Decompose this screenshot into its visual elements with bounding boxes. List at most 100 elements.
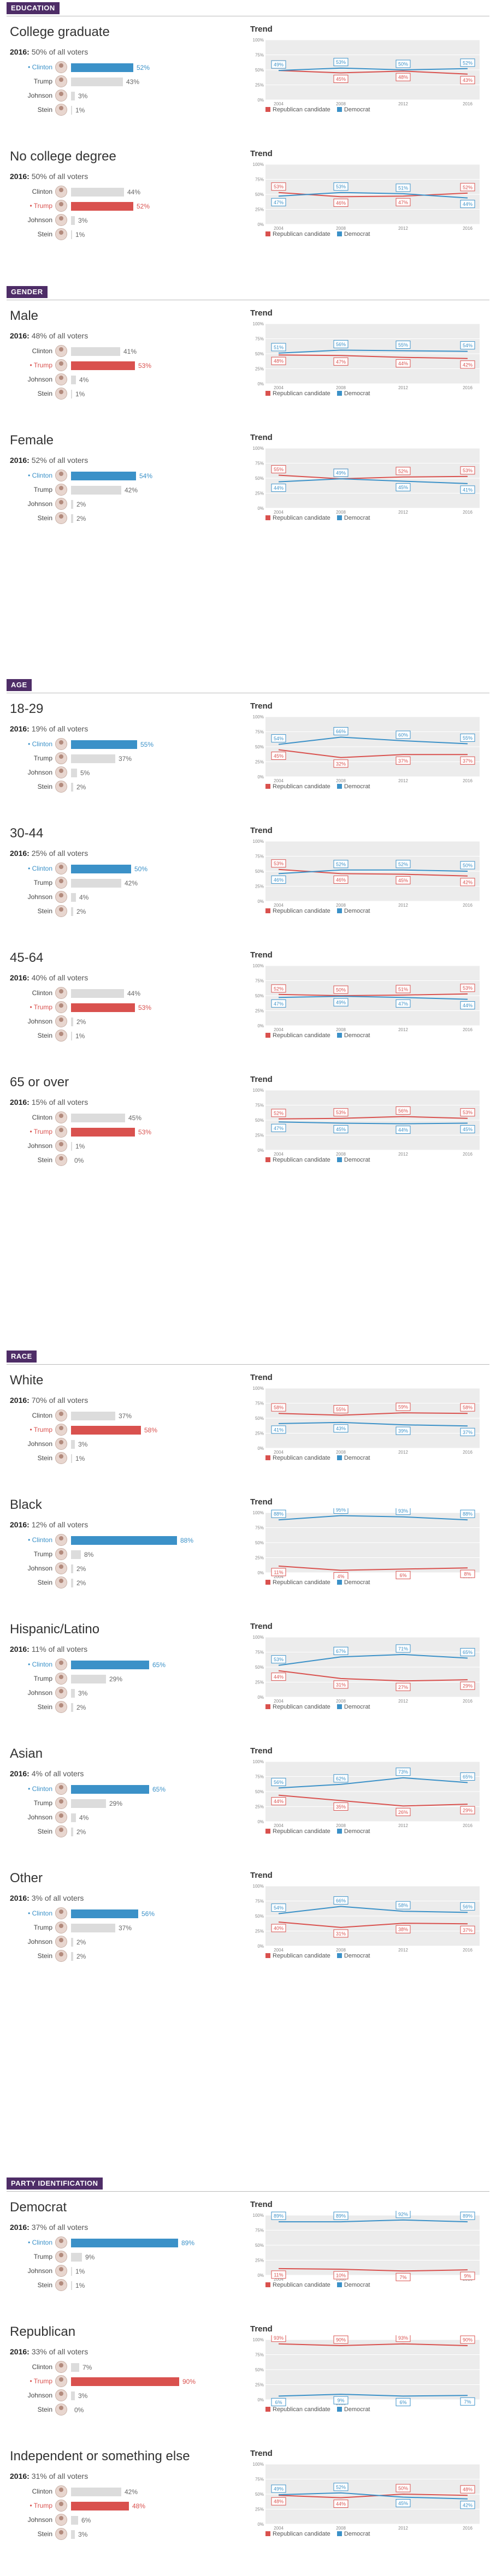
republican-data-label: 43% <box>463 78 473 83</box>
democrat-swatch <box>336 107 342 112</box>
democrat-data-label-box <box>271 343 286 352</box>
section-tag: AGE <box>7 679 32 691</box>
candidate-name: Clinton <box>32 1114 52 1121</box>
y-tick-label: 100% <box>253 38 264 43</box>
democrat-data-label-box <box>271 1509 286 1518</box>
republican-swatch <box>265 784 270 789</box>
democrat-series-line <box>278 1777 468 1789</box>
candidate-row: • Clinton 54% <box>10 469 174 483</box>
x-tick-label: 2008 <box>336 903 346 908</box>
candidate-name: Johnson <box>27 893 52 901</box>
democrat-data-label: 42% <box>463 2502 473 2508</box>
candidate-avatar <box>55 1936 67 1948</box>
candidate-name: Stein <box>37 390 52 397</box>
republican-swatch <box>265 1580 270 1585</box>
democrat-swatch <box>336 1033 342 1038</box>
candidate-avatar <box>55 498 67 510</box>
republican-data-label: 38% <box>398 1927 408 1932</box>
candidate-name: Stein <box>37 1952 52 1960</box>
y-tick-label: 100% <box>253 1386 264 1391</box>
share-text: 33% of all voters <box>29 2347 88 2356</box>
y-tick-label: 50% <box>255 2492 264 2497</box>
x-tick-label: 2016 <box>463 1450 473 1455</box>
candidate-avatar <box>55 1140 67 1152</box>
y-tick-label: 100% <box>253 1759 264 1764</box>
candidate-row: • Clinton 56% <box>10 1907 174 1921</box>
candidate-name: Stein <box>37 2281 52 2289</box>
democrat-data-label: 49% <box>336 1000 346 1006</box>
republican-data-label: 58% <box>274 1405 284 1411</box>
candidate-row: Clinton 37% <box>10 1409 174 1423</box>
democrat-data-label: 66% <box>336 1898 346 1903</box>
candidate-row: Trump 37% <box>10 1921 174 1935</box>
result-bar <box>71 2363 79 2372</box>
candidate-avatar <box>55 1658 67 1670</box>
year-label: 2016: <box>10 1520 29 1529</box>
trend-panel: Trend 100% 75% 50% 25% 0% 2004 2008 2012 2016 48% 4… <box>250 2449 485 2558</box>
republican-data-label-box <box>395 198 411 206</box>
demographic-group: White 2016: 70% of all voters Clinton 37% • … <box>0 1373 496 1498</box>
result-bar <box>71 2281 72 2290</box>
legend-republican-label: Republican candidate <box>273 1579 330 1586</box>
y-tick-label: 100% <box>253 1088 264 1093</box>
democrat-swatch <box>336 1157 342 1162</box>
democrat-data-label-box <box>271 2484 286 2493</box>
result-percent: 53% <box>138 1128 152 1136</box>
result-bar <box>71 1828 73 1836</box>
candidate-row: Johnson 2% <box>10 1015 174 1029</box>
democrat-data-label-box <box>395 183 411 192</box>
y-tick-label: 25% <box>255 207 264 212</box>
group-share: 2016: 12% of all voters <box>10 1520 88 1529</box>
x-tick-label: 2016 <box>463 1027 473 1032</box>
trend-panel: Trend 100% 75% 50% 25% 0% 2004 2008 2012 2016 58% 5… <box>250 1373 485 1482</box>
result-bar <box>71 63 133 72</box>
result-percent: 2% <box>76 1579 86 1587</box>
republican-data-label: 9% <box>464 2274 471 2279</box>
trend-title: Trend <box>250 1497 273 1507</box>
candidate-row: • Trump 52% <box>10 199 174 213</box>
republican-series-line <box>278 749 468 758</box>
candidate-row: Trump 8% <box>10 1548 174 1562</box>
republican-data-label: 11% <box>274 1569 283 1575</box>
republican-data-label-box <box>460 984 475 992</box>
candidate-row: Johnson 1% <box>10 1139 174 1153</box>
trend-panel: Trend 100% 75% 50% 25% 0% 2004 2008 2012 2016 44% 3… <box>250 1622 485 1731</box>
group-share: 2016: 70% of all voters <box>10 1396 88 1405</box>
x-tick-label: 2012 <box>398 2526 408 2531</box>
result-bar <box>71 202 133 211</box>
result-percent: 2% <box>76 515 86 522</box>
republican-data-label-box <box>271 2497 286 2506</box>
result-percent: 8% <box>84 1551 94 1558</box>
candidate-name: Johnson <box>27 376 52 383</box>
democrat-data-label-box <box>333 1508 349 1514</box>
candidate-avatar <box>55 1424 67 1436</box>
republican-data-label-box <box>271 356 286 365</box>
result-percent: 88% <box>180 1537 194 1544</box>
group-share: 2016: 33% of all voters <box>10 2347 88 2356</box>
group-title: 65 or over <box>10 1075 69 1090</box>
legend-democrat-label: Democrat <box>344 106 370 113</box>
candidate-name: • Trump <box>29 2502 52 2509</box>
democrat-data-label: 52% <box>463 60 473 66</box>
republican-data-label-box <box>395 2335 411 2342</box>
republican-data-label-box <box>395 756 411 765</box>
democrat-data-label: 92% <box>398 2211 408 2217</box>
result-bar <box>71 1661 149 1669</box>
result-percent: 2% <box>76 783 86 791</box>
democrat-data-label: 62% <box>336 1776 346 1781</box>
x-tick-label: 2008 <box>336 1450 346 1455</box>
result-bar <box>71 1128 135 1137</box>
republican-data-label: 31% <box>336 1682 346 1687</box>
y-tick-label: 25% <box>255 491 264 496</box>
candidate-avatar <box>55 200 67 212</box>
share-text: 48% of all voters <box>29 331 88 340</box>
x-tick-label: 2016 <box>463 778 473 783</box>
candidate-avatar <box>55 1576 67 1589</box>
candidate-row: Johnson 2% <box>10 1935 174 1949</box>
republican-swatch <box>265 2407 270 2412</box>
result-percent: 0% <box>74 2406 84 2414</box>
demographic-group: No college degree 2016: 50% of all voters… <box>0 149 496 275</box>
section-header: AGE <box>0 677 496 693</box>
candidate-avatar <box>55 1030 67 1042</box>
candidate-row: Stein 2% <box>10 780 174 794</box>
